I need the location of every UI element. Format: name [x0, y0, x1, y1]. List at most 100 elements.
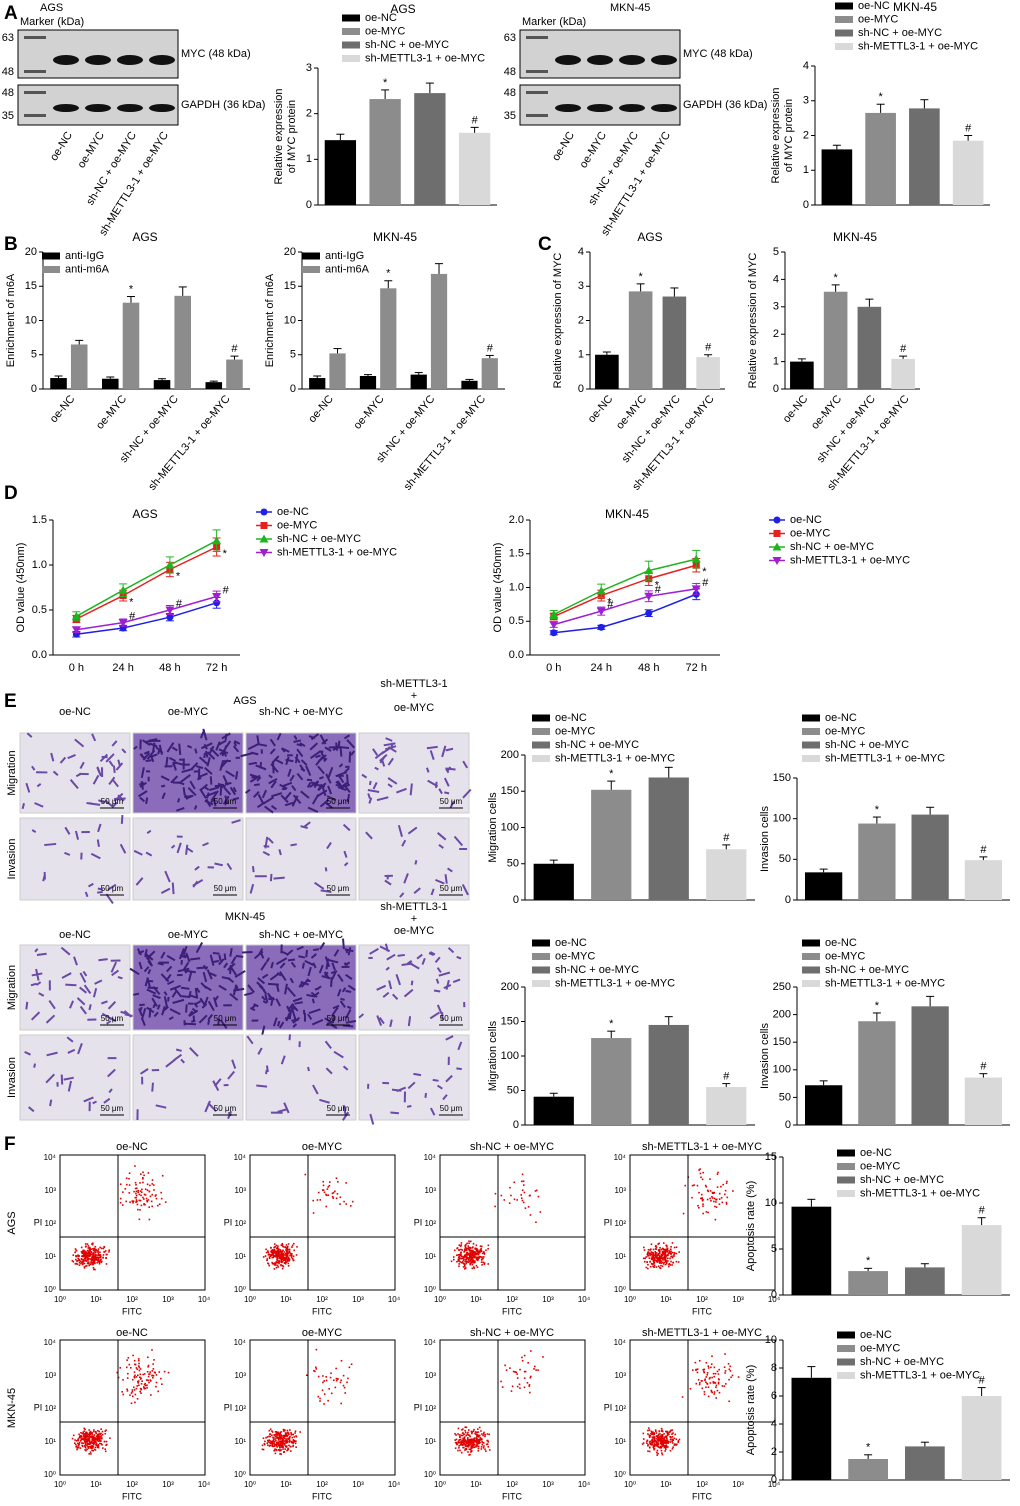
y-tick-label: 150: [773, 1036, 791, 1048]
cell: [180, 774, 191, 783]
event: [698, 1383, 701, 1386]
flow-x-tick: 10²: [316, 1480, 328, 1489]
event: [714, 1372, 717, 1375]
cell: [326, 1021, 335, 1025]
cell: [229, 947, 233, 957]
scale-label: 50 μm: [327, 1014, 350, 1023]
cell: [350, 750, 356, 756]
event: [315, 1368, 318, 1370]
event: [469, 1249, 471, 1252]
event: [476, 1250, 478, 1253]
event: [649, 1265, 652, 1268]
cell: [98, 799, 105, 804]
flow-y-tick: 10⁰: [424, 1470, 436, 1479]
event: [663, 1437, 665, 1440]
event: [92, 1249, 95, 1251]
y-tick-label: 150: [501, 785, 519, 797]
event: [142, 1386, 145, 1388]
event: [88, 1439, 91, 1442]
event: [295, 1446, 297, 1448]
bar: [122, 302, 140, 389]
event: [152, 1184, 155, 1186]
cell: [46, 1051, 58, 1057]
event: [279, 1445, 281, 1447]
cell: [445, 1074, 453, 1083]
event: [455, 1438, 458, 1441]
bar: [857, 306, 882, 389]
event: [470, 1240, 472, 1243]
point: [259, 549, 269, 557]
event: [464, 1444, 467, 1447]
cell: [212, 797, 217, 807]
event: [99, 1246, 101, 1249]
event: [105, 1444, 107, 1446]
cell: [265, 1065, 269, 1073]
cell: [245, 788, 251, 794]
legend-swatch: [532, 939, 550, 947]
event: [675, 1246, 678, 1249]
cell: [204, 767, 213, 775]
event: [275, 1252, 277, 1255]
event: [474, 1437, 476, 1439]
event: [277, 1260, 280, 1262]
legend-swatch: [835, 43, 853, 50]
event: [457, 1449, 459, 1452]
cell: [38, 992, 45, 997]
event: [282, 1249, 284, 1252]
event: [270, 1441, 273, 1443]
event: [88, 1445, 90, 1448]
event: [463, 1258, 465, 1260]
event: [529, 1376, 532, 1379]
event: [275, 1449, 278, 1452]
event: [479, 1434, 481, 1437]
flow-title: sh-METTL3-1 + oe-MYC: [642, 1141, 762, 1153]
cell: [264, 805, 274, 814]
cell: [300, 825, 309, 829]
scale-label: 50 μm: [214, 797, 237, 806]
cell: [319, 1098, 330, 1104]
flow-x-label: FITC: [312, 1491, 332, 1501]
event: [704, 1379, 706, 1382]
bar: [595, 354, 619, 389]
event: [485, 1443, 488, 1446]
cell: [372, 781, 378, 790]
event: [661, 1452, 663, 1454]
event: [473, 1438, 475, 1440]
event: [279, 1438, 282, 1440]
event: [272, 1256, 275, 1259]
event: [109, 1437, 111, 1439]
significance-mark: *: [702, 566, 707, 578]
flow-frame: [59, 1154, 206, 1291]
event: [671, 1242, 674, 1244]
cell: [293, 735, 298, 740]
micrograph: [19, 1034, 131, 1121]
event: [135, 1199, 138, 1201]
event: [268, 1257, 271, 1260]
event: [726, 1196, 729, 1199]
event: [468, 1240, 470, 1242]
cell: [146, 988, 157, 995]
event: [262, 1256, 265, 1258]
event: [134, 1196, 137, 1199]
y-tick-label: 4: [803, 60, 809, 72]
event: [660, 1255, 663, 1258]
event: [472, 1259, 474, 1261]
event: [516, 1385, 519, 1388]
cell: [257, 793, 264, 804]
event: [91, 1439, 93, 1441]
event: [274, 1251, 277, 1253]
event: [91, 1260, 93, 1263]
event: [461, 1249, 464, 1251]
event: [282, 1253, 285, 1255]
event: [467, 1252, 469, 1255]
flow-x-tick: 10⁴: [198, 1480, 211, 1489]
event: [713, 1197, 716, 1200]
event: [661, 1453, 664, 1456]
cell: [397, 825, 403, 837]
cell: [327, 785, 333, 795]
event: [663, 1261, 666, 1264]
flow-x-tick: 10⁴: [388, 1480, 401, 1489]
cell: [167, 980, 175, 986]
significance-mark: #: [231, 343, 238, 355]
cell: [386, 953, 396, 961]
